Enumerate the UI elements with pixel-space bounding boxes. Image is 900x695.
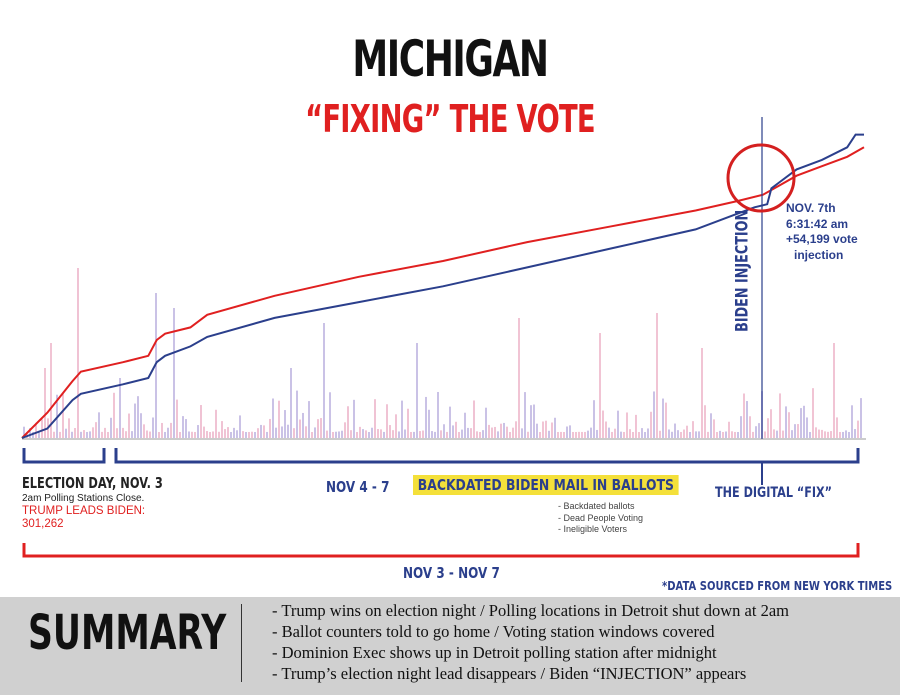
trump-leads-label: TRUMP LEADS BIDEN: (22, 505, 146, 517)
summary-item: - Trump’s election night lead disappears… (272, 664, 747, 683)
injection-circle (726, 143, 796, 213)
nov3-7-bracket (22, 543, 860, 558)
backdated-item: - Ineligible Voters (558, 524, 628, 534)
election-day-note: 2am Polling Stations Close. (22, 493, 145, 504)
summary-list: - Trump wins on election night / Polling… (272, 600, 789, 684)
backdated-item: - Dead People Voting (558, 512, 644, 523)
backdated-item: - Backdated ballots (558, 501, 635, 511)
backdated-title: BACKDATED BIDEN MAIL IN BALLOTS (413, 475, 679, 495)
trump-series-line (21, 146, 865, 439)
summary-panel (0, 597, 900, 695)
vote-spikes (23, 268, 862, 438)
summary-item: - Trump wins on election night / Polling… (272, 601, 789, 620)
nov3-7-label: NOV 3 - NOV 7 (403, 564, 500, 582)
chart (21, 117, 866, 558)
summary-title: SUMMARY (28, 605, 227, 661)
election-day-title: ELECTION DAY, NOV. 3 (22, 474, 163, 492)
nov4-7-label: NOV 4 - 7 (326, 478, 390, 496)
summary-divider (241, 604, 242, 682)
page-title: MICHIGAN (352, 30, 549, 88)
election-day-bracket (22, 448, 106, 464)
backdated-items: - Backdated ballots - Dead People Voting… (558, 501, 643, 536)
injection-note: NOV. 7th 6:31:42 am +54,199 vote injecti… (786, 201, 858, 263)
injection-note-line: 6:31:42 am (786, 216, 849, 231)
source-note: *DATA SOURCED FROM NEW YORK TIMES (662, 578, 893, 593)
summary-item: - Dominion Exec shows up in Detroit poll… (272, 643, 717, 662)
injection-note-line: injection (794, 247, 844, 262)
injection-note-line: NOV. 7th (786, 201, 836, 215)
trump-lead-value: 301,262 (22, 518, 64, 530)
summary-item: - Ballot counters told to go home / Voti… (272, 622, 715, 641)
page-subtitle: “FIXING” THE VOTE (305, 97, 596, 141)
nov4-7-bracket (114, 448, 860, 464)
injection-label: BIDEN INJECTION (732, 209, 753, 332)
injection-note-line: +54,199 vote (786, 232, 858, 246)
digital-fix-label: THE DIGITAL “FIX” (715, 485, 833, 501)
